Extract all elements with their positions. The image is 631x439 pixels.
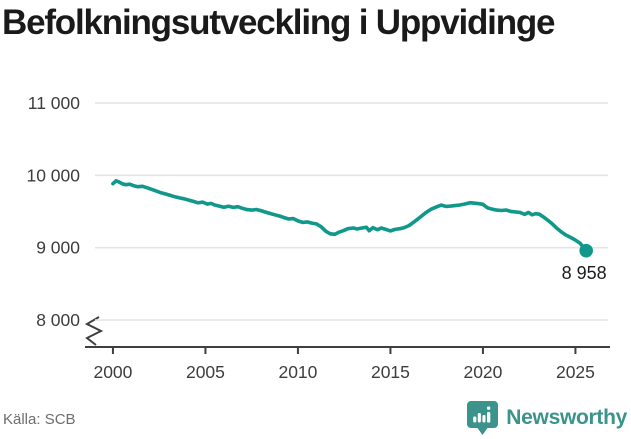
- end-point-marker: [579, 243, 593, 258]
- x-axis-tick-label: 2015: [371, 362, 410, 382]
- y-axis-tick-label: 11 000: [28, 93, 80, 113]
- x-axis-tick-label: 2000: [93, 362, 132, 382]
- bar-chart-speech-bubble-icon: [467, 401, 499, 435]
- x-axis-tick-label: 2005: [186, 362, 225, 382]
- y-axis-tick-label: 9 000: [36, 238, 80, 258]
- end-value-label: 8 958: [562, 263, 607, 283]
- newsworthy-logo: Newsworthy: [466, 400, 627, 436]
- brand-name: Newsworthy: [506, 406, 627, 429]
- x-axis-tick-label: 2020: [463, 362, 502, 382]
- population-line-chart: 11 000 10 000 9 000 8 000 2000 2005 2010 2015 20…: [26, 93, 610, 382]
- y-axis-tick-label: 8 000: [36, 310, 80, 330]
- x-axis-tick-label: 2025: [556, 362, 595, 382]
- x-axis-tick-label: 2010: [278, 362, 317, 382]
- chart-title: Befolkningsutveckling i Uppvidinge: [2, 3, 556, 42]
- population-series-line: [111, 179, 589, 253]
- y-axis-break-icon: [84, 316, 104, 346]
- source-note: Källa: SCB: [3, 411, 76, 428]
- y-axis-tick-label: 10 000: [26, 165, 80, 185]
